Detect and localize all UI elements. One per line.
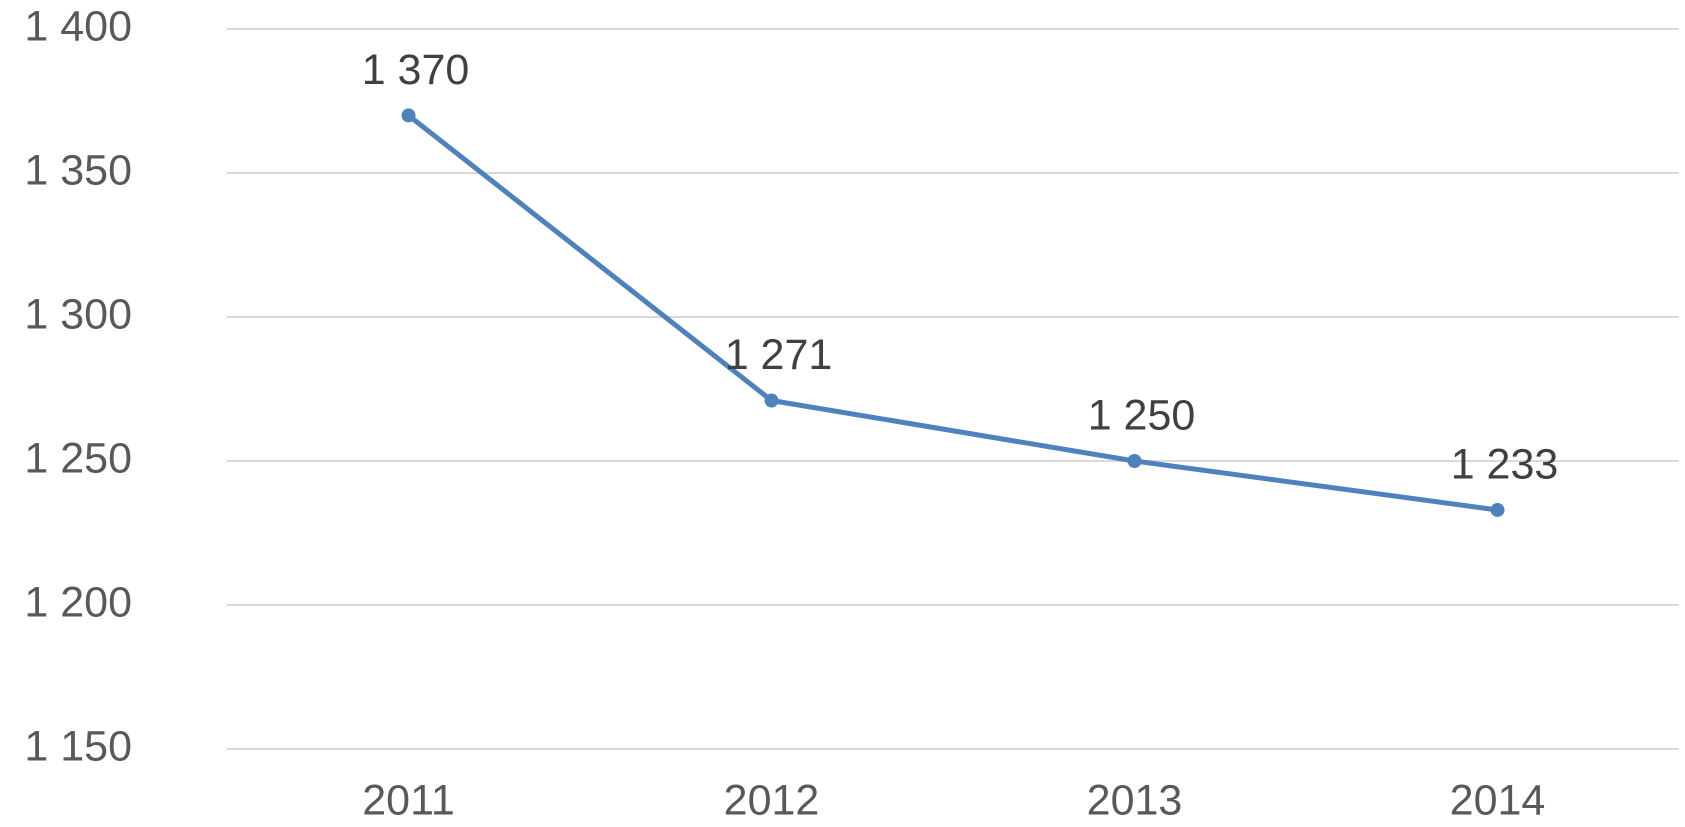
marker — [764, 393, 779, 408]
x-tick-label: 2012 — [724, 776, 820, 824]
marker — [1127, 454, 1142, 468]
x-tick-label: 2013 — [1087, 776, 1183, 824]
data-label: 1 370 — [362, 46, 470, 94]
data-label: 1 271 — [725, 331, 833, 379]
line — [406, 113, 1498, 513]
data-label: 1 233 — [1451, 440, 1559, 488]
y-tick-label: 1 350 — [24, 146, 132, 194]
data-label: 1 250 — [1088, 391, 1196, 439]
y-tick-label: 1 300 — [24, 290, 132, 338]
y-tick-label: 1 150 — [24, 722, 132, 770]
y-tick-label: 1 400 — [24, 2, 132, 50]
y-tick-label: 1 250 — [24, 434, 132, 482]
x-tick-label: 2014 — [1450, 776, 1546, 824]
y-tick-label: 1 200 — [24, 578, 132, 626]
marker — [1490, 502, 1505, 517]
x-tick-label: 2011 — [362, 776, 454, 824]
marker — [401, 108, 416, 123]
